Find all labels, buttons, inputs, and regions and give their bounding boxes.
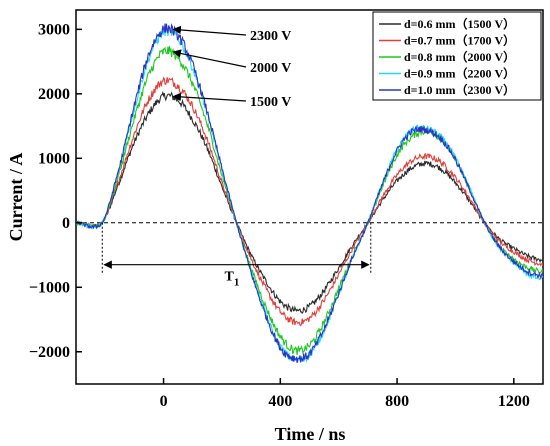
- y-tick-label: 0: [62, 215, 70, 232]
- voltage-arrow: [172, 25, 247, 36]
- voltage-annotation: 2300 V: [250, 29, 291, 44]
- x-axis-title: Time / ns: [275, 424, 346, 444]
- voltage-arrow: [172, 49, 247, 68]
- x-tick-label: 1200: [498, 393, 530, 410]
- y-tick-label: 2000: [38, 86, 70, 103]
- x-tick-label: 0: [160, 393, 168, 410]
- x-tick-label: 800: [385, 393, 409, 410]
- series-line-5: [76, 23, 543, 363]
- legend-box: [372, 11, 542, 101]
- series-line-2: [76, 76, 543, 327]
- voltage-arrow: [172, 92, 247, 102]
- y-tick-label: 3000: [38, 21, 70, 38]
- legend: d=0.6 mm（1500 V） d=0.7 mm（1700 V）d=0.8 mm…: [372, 11, 542, 101]
- legend-label-3: d=0.8 mm（2000 V）: [404, 49, 515, 64]
- y-tick-label: −2000: [29, 344, 70, 361]
- period-label: T1: [225, 270, 240, 289]
- series-line-1: [76, 90, 543, 315]
- x-tick-label: 400: [268, 393, 292, 410]
- legend-label-4: d=0.9 mm（2200 V）: [404, 66, 515, 81]
- y-tick-label: −1000: [29, 279, 70, 296]
- plot-frame: [75, 9, 544, 385]
- y-tick-label: 1000: [38, 150, 70, 167]
- voltage-annotation: 1500 V: [250, 95, 291, 110]
- legend-label-5: d=1.0 mm（2300 V）: [404, 82, 515, 97]
- annotation-layer: 2300 V 2000 V 1500 V T1: [101, 25, 372, 289]
- axis-layer: 0 400 800 1200 −2000 −1000 0 1000 2000 3000: [29, 21, 530, 410]
- y-axis-title: Current / A: [6, 153, 26, 242]
- legend-label-2: d=0.7 mm（1700 V）: [404, 33, 515, 48]
- legend-label-1: d=0.6 mm（1500 V）: [404, 16, 515, 31]
- voltage-annotation: 2000 V: [250, 61, 291, 76]
- series-layer: [76, 23, 543, 364]
